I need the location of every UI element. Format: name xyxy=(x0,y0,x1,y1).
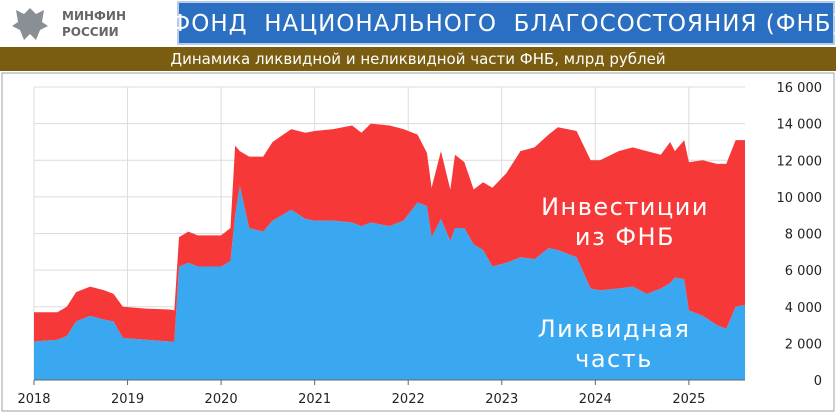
y-tick-label: 2 000 xyxy=(785,337,822,352)
x-tick-label: 2020 xyxy=(205,392,238,407)
logo-emblem xyxy=(12,8,48,40)
y-tick-label: 6 000 xyxy=(785,264,822,279)
y-tick-label: 0 xyxy=(814,374,822,389)
org-name: МИНФИН xyxy=(62,9,126,23)
y-tick-label: 4 000 xyxy=(785,301,822,316)
org-name: РОССИИ xyxy=(62,25,119,39)
x-tick-label: 2019 xyxy=(111,392,144,407)
y-tick-label: 8 000 xyxy=(785,228,822,243)
title-box xyxy=(177,1,835,45)
y-tick-label: 14 000 xyxy=(777,118,823,133)
area xyxy=(34,185,745,380)
subtitle-band xyxy=(0,47,836,71)
slide-title: ФОНД НАЦИОНАЛЬНОГО БЛАГОСОСТОЯНИЯ (ФНБ) xyxy=(170,11,836,37)
series-label: Ликвидная часть xyxy=(537,315,691,373)
area xyxy=(34,123,745,342)
chart-title: Динамика ликвидной и неликвидной части Ф… xyxy=(170,50,665,68)
x-tick-label: 2022 xyxy=(392,392,425,407)
y-tick-label: 10 000 xyxy=(777,191,823,206)
x-tick-label: 2025 xyxy=(672,392,705,407)
x-tick-label: 2018 xyxy=(17,392,50,407)
x-tick-label: 2021 xyxy=(298,392,331,407)
y-tick-label: 16 000 xyxy=(777,81,823,96)
y-tick-label: 12 000 xyxy=(777,154,823,169)
series-label: Инвестиции из ФНБ xyxy=(541,193,709,251)
x-tick-label: 2024 xyxy=(579,392,612,407)
x-tick-label: 2023 xyxy=(485,392,518,407)
